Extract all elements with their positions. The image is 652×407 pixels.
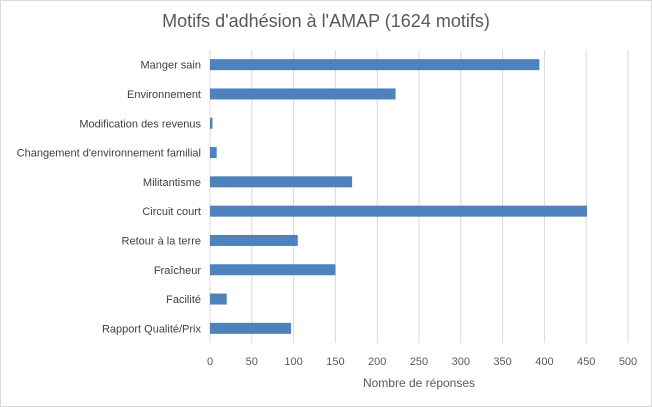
- x-tick-labels: 0 50 100 150 200 250 300 350 400 450 500: [207, 356, 637, 368]
- x-tick-label: 500: [619, 356, 637, 368]
- x-tick-label: 250: [410, 356, 428, 368]
- bar: [210, 264, 336, 276]
- bar: [210, 88, 396, 100]
- x-axis-title: Nombre de réponses: [363, 376, 475, 390]
- category-label: Environnement: [127, 89, 201, 101]
- category-label: Modification des revenus: [79, 118, 201, 130]
- category-label: Facilité: [166, 294, 201, 306]
- x-tick-label: 350: [493, 356, 511, 368]
- bar: [210, 59, 540, 71]
- bar: [210, 117, 213, 129]
- category-label: Circuit court: [142, 206, 201, 218]
- x-tick-label: 100: [284, 356, 302, 368]
- bar: [210, 293, 227, 305]
- bar: [210, 322, 292, 334]
- x-tick-label: 150: [326, 356, 344, 368]
- category-labels: Manger sain Environnement Modification des…: [17, 60, 202, 336]
- x-tick-label: 50: [246, 356, 258, 368]
- x-tick-label: 300: [452, 356, 470, 368]
- chart-title: Motifs d'adhésion à l'AMAP (1624 motifs): [162, 11, 490, 31]
- category-label: Changement d'environnement familial: [17, 148, 201, 160]
- category-label: Fraîcheur: [154, 265, 201, 277]
- category-label: Retour à la terre: [122, 235, 201, 247]
- bar: [210, 176, 353, 188]
- category-label: Rapport Qualité/Prix: [102, 323, 202, 335]
- category-label: Militantisme: [143, 177, 201, 189]
- bar: [210, 147, 217, 159]
- bars: [210, 59, 588, 334]
- bar: [210, 234, 298, 246]
- x-tick-label: 200: [368, 356, 386, 368]
- bar: [210, 205, 588, 217]
- category-label: Manger sain: [140, 60, 201, 72]
- x-tick-label: 0: [207, 356, 213, 368]
- x-tick-label: 400: [535, 356, 553, 368]
- x-tick-label: 450: [577, 356, 595, 368]
